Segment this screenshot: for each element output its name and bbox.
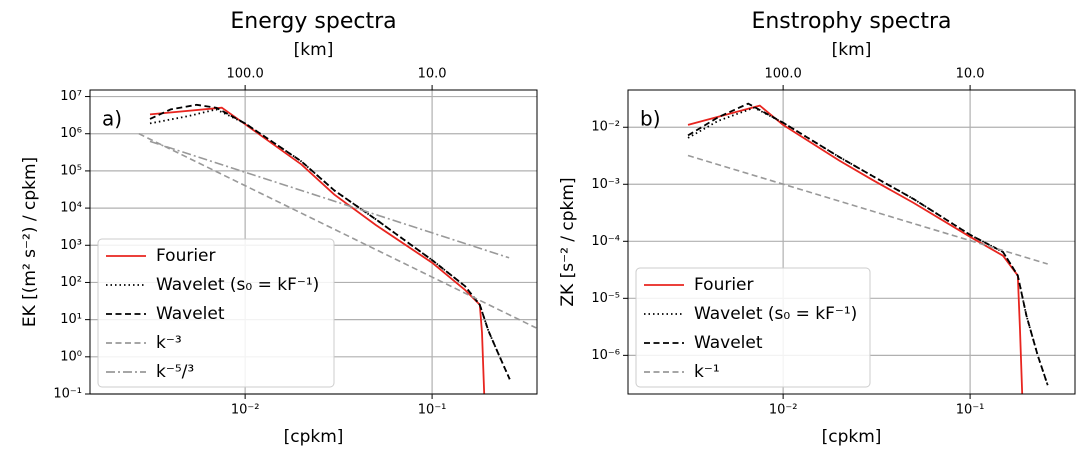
x-tick-label: 10⁻¹ bbox=[956, 403, 985, 418]
legend-box bbox=[635, 267, 871, 388]
series-line bbox=[687, 102, 1049, 386]
series-line bbox=[149, 103, 511, 380]
series-line bbox=[149, 140, 510, 259]
axes-frame bbox=[89, 89, 538, 395]
legend-label: Wavelet bbox=[694, 333, 763, 353]
y-tick-label: 10⁵ bbox=[60, 163, 82, 178]
y-tick-label: 10⁰ bbox=[60, 349, 82, 364]
y-tick-label: 10⁻⁴ bbox=[591, 234, 620, 249]
chart: Enstrophy spectra [km] [cpkm] ZK [s⁻² / cpk… bbox=[558, 9, 1076, 447]
y-axis-label: EK [(m² s⁻²) / cpkm] bbox=[20, 157, 40, 327]
y-tick-label: 10⁷ bbox=[60, 89, 82, 104]
y-tick-label: 10⁶ bbox=[60, 126, 82, 141]
x-axis-label: [cpkm] bbox=[284, 427, 344, 447]
top-tick-label: 100.0 bbox=[227, 67, 264, 82]
top-tick-label: 10.0 bbox=[956, 67, 985, 82]
chart: Energy spectra [km] [cpkm] EK [(m² s⁻²) / c… bbox=[20, 9, 538, 447]
series-line bbox=[687, 154, 1048, 265]
top-tick-label: 10.0 bbox=[418, 67, 447, 82]
series-group bbox=[138, 103, 537, 394]
axes-frame bbox=[627, 89, 1076, 395]
x-tick-label: 10⁻¹ bbox=[418, 403, 447, 418]
series-group bbox=[687, 102, 1049, 394]
legend-label: k⁻³ bbox=[156, 333, 182, 353]
y-tick-label: 10³ bbox=[60, 238, 82, 253]
series-line bbox=[149, 108, 511, 380]
top-axis-label: [km] bbox=[294, 40, 334, 60]
legend-label: k⁻⁵/³ bbox=[156, 362, 194, 382]
legend-label: Wavelet bbox=[156, 304, 225, 324]
legend-label: k⁻¹ bbox=[694, 362, 720, 382]
legend-label: Fourier bbox=[694, 275, 754, 295]
y-tick-label: 10⁻² bbox=[591, 120, 620, 135]
y-tick-label: 10¹ bbox=[60, 312, 82, 327]
panel-label: b) bbox=[640, 107, 661, 131]
chart-title: Enstrophy spectra bbox=[751, 9, 951, 34]
legend-label: Wavelet (s₀ = kF⁻¹) bbox=[694, 304, 857, 324]
y-axis-label: ZK [s⁻² / cpkm] bbox=[558, 177, 578, 306]
y-tick-label: 10⁻⁵ bbox=[591, 291, 620, 306]
top-axis-label: [km] bbox=[832, 40, 872, 60]
y-tick-label: 10⁻³ bbox=[591, 177, 620, 192]
legend-label: Wavelet (s₀ = kF⁻¹) bbox=[156, 275, 319, 295]
x-tick-label: 10⁻² bbox=[231, 403, 260, 418]
y-tick-label: 10⁻¹ bbox=[53, 387, 82, 402]
series-line bbox=[138, 132, 537, 329]
x-tick-label: 10⁻² bbox=[769, 403, 798, 418]
chart-title: Energy spectra bbox=[230, 9, 396, 34]
panel-label: a) bbox=[102, 107, 122, 131]
legend-box bbox=[97, 238, 335, 388]
y-tick-label: 10² bbox=[60, 275, 82, 290]
top-tick-label: 100.0 bbox=[765, 67, 802, 82]
y-tick-label: 10⁴ bbox=[60, 201, 82, 216]
legend-label: Fourier bbox=[156, 246, 216, 266]
x-axis-label: [cpkm] bbox=[822, 427, 882, 447]
y-tick-label: 10⁻⁶ bbox=[591, 348, 620, 363]
